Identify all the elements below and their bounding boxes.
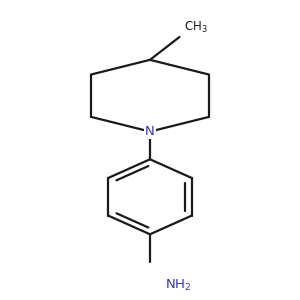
Text: N: N <box>145 125 155 138</box>
Text: CH$_3$: CH$_3$ <box>184 20 207 35</box>
Text: NH$_2$: NH$_2$ <box>165 278 191 293</box>
